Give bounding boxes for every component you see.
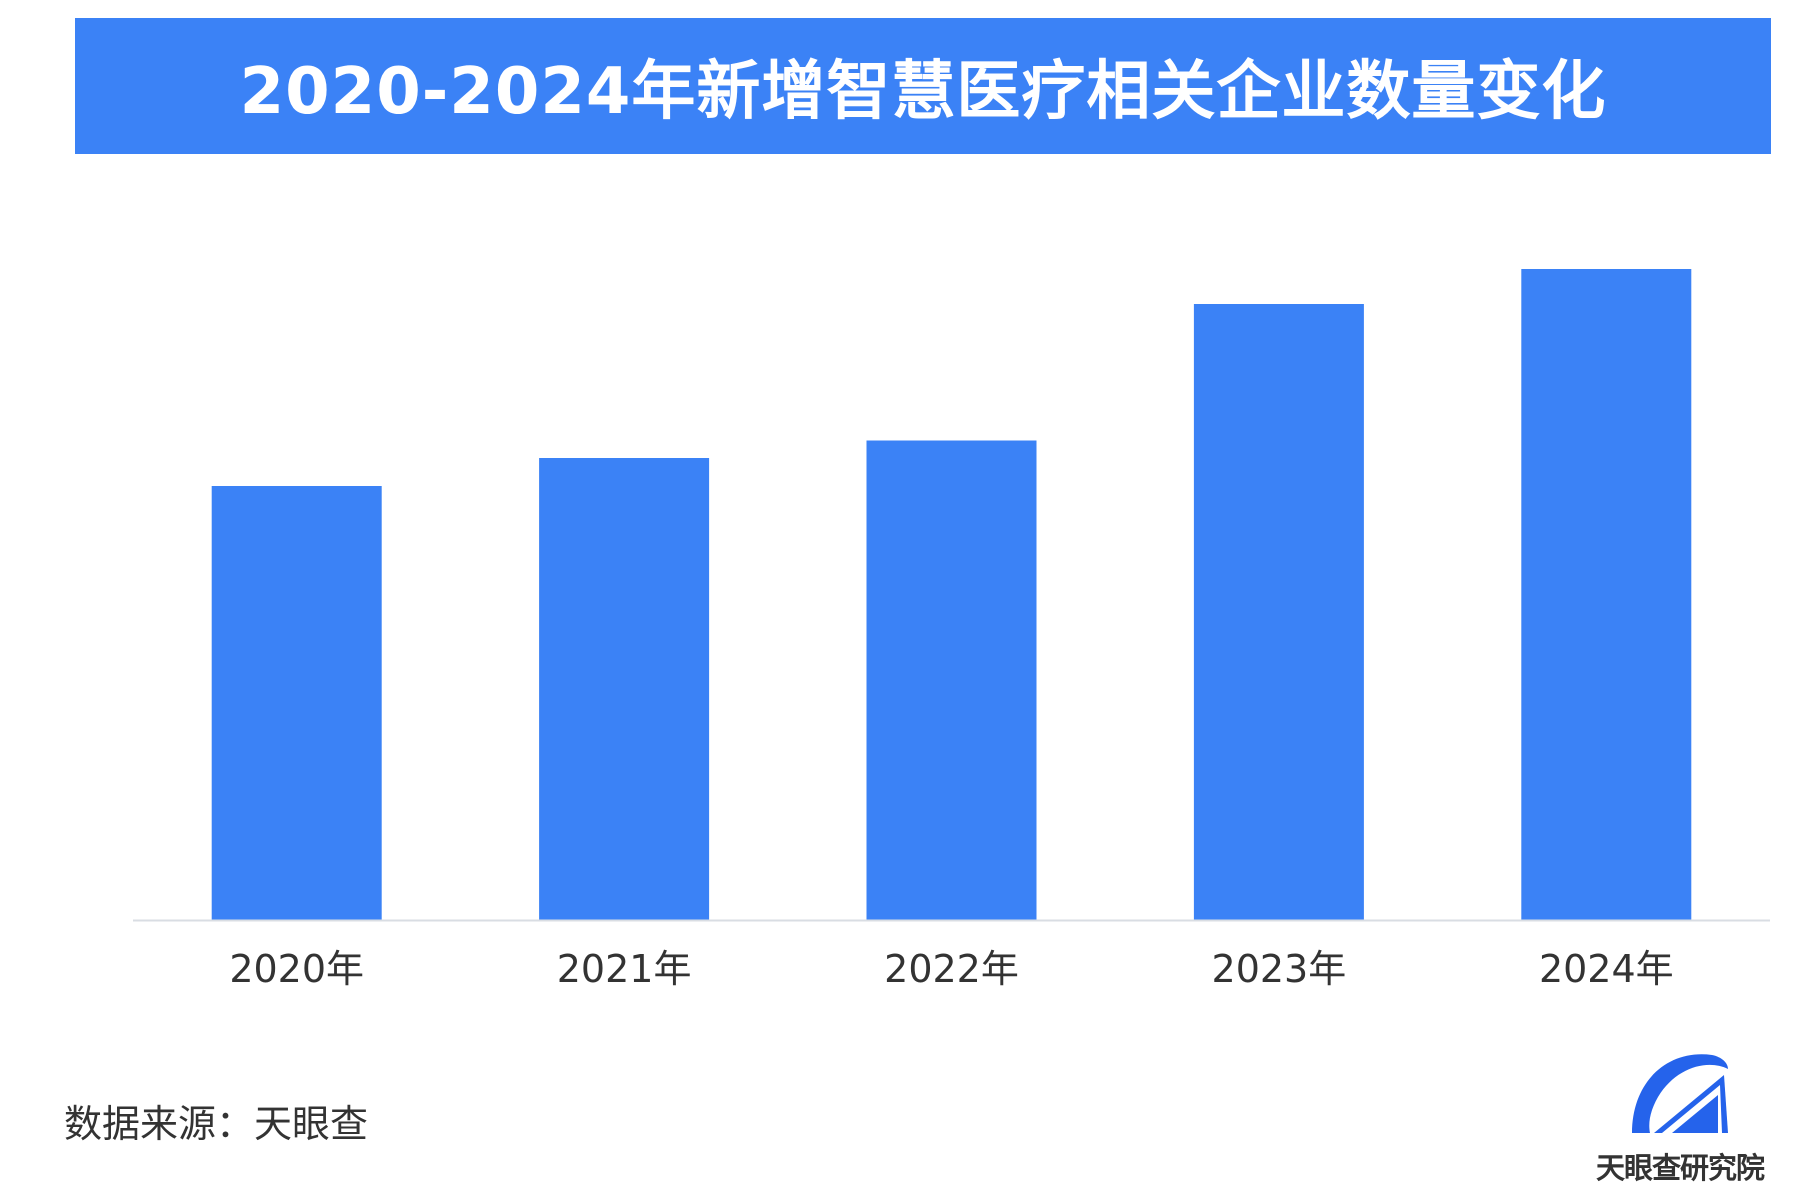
x-tick-label: 2020年 xyxy=(229,947,364,991)
bars-group xyxy=(211,269,1692,920)
data-source-note: 数据来源：天眼查 xyxy=(64,1102,369,1146)
x-tick-label: 2023年 xyxy=(1212,947,1347,991)
bar-3 xyxy=(1193,304,1364,920)
chart-title: 2020-2024年新增智慧医疗相关企业数量变化 xyxy=(239,55,1607,129)
x-tick-labels: 2020年 2021年 2022年 2023年 2024年 xyxy=(229,947,1673,991)
logo-text: 天眼查研究院 xyxy=(1595,1151,1765,1185)
tianyancha-logo-icon xyxy=(1632,1054,1728,1133)
x-tick-label: 2024年 xyxy=(1539,947,1674,991)
chart-title-banner: 2020-2024年新增智慧医疗相关企业数量变化 xyxy=(75,18,1771,154)
bar-0 xyxy=(211,486,382,920)
bar-4 xyxy=(1521,269,1692,920)
x-tick-label: 2022年 xyxy=(884,947,1019,991)
x-tick-label: 2021年 xyxy=(557,947,692,991)
bar-2 xyxy=(866,440,1037,920)
bar-1 xyxy=(539,458,710,920)
tianyancha-research-logo: 天眼查研究院 xyxy=(1580,1045,1780,1186)
